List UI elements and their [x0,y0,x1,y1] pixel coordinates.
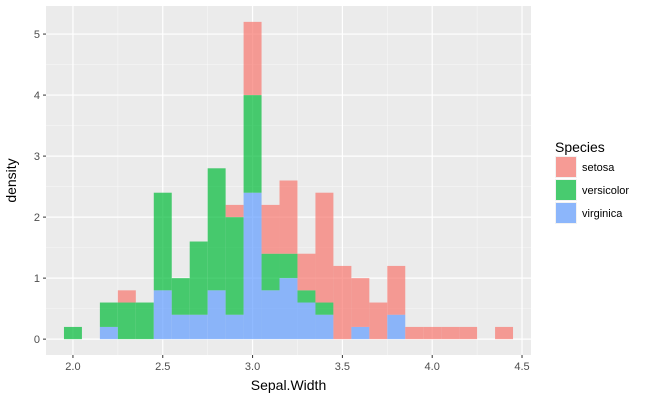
y-tick-label: 4 [34,90,40,102]
bar-versicolor [243,95,262,193]
bar-versicolor [261,253,280,291]
x-tick-label: 4.0 [425,361,440,373]
legend-label-virginica: virginica [582,208,623,220]
bar-versicolor [315,302,334,315]
y-tick-label: 2 [34,212,40,224]
bar-versicolor [135,302,154,340]
bar-versicolor [171,278,190,315]
bar-setosa [423,326,442,340]
bar-setosa [315,192,334,303]
bar-virginica [261,290,280,340]
y-axis-title: density [3,158,19,202]
histogram-bars [63,21,514,340]
x-tick-label: 3.5 [335,361,350,373]
bar-versicolor [225,217,244,315]
bar-virginica [171,314,190,340]
x-axis: 2.0 2.5 3.0 3.5 4.0 4.5 [65,355,530,373]
legend-key-virginica [556,203,576,223]
bar-versicolor [153,192,172,291]
bar-setosa [459,326,478,340]
bar-setosa [441,326,460,340]
y-axis: 0 1 2 3 4 5 [34,29,46,346]
bar-setosa [405,326,424,340]
bar-virginica [153,290,172,340]
x-tick-label: 3.0 [245,361,260,373]
bar-versicolor [207,168,226,291]
x-tick-label: 2.5 [155,361,170,373]
legend: Species setosa versicolor virginica [555,139,629,224]
bar-virginica [315,314,334,340]
y-tick-label: 1 [34,273,40,285]
major-gridlines [46,6,531,355]
bar-versicolor [117,302,136,340]
bar-versicolor [297,290,316,303]
bar-setosa [333,265,352,340]
bar-setosa [297,253,316,291]
bar-setosa [225,204,244,218]
legend-label-versicolor: versicolor [582,185,629,197]
bar-virginica [351,326,370,340]
bar-virginica [207,290,226,340]
bar-setosa [387,265,406,315]
bar-virginica [297,302,316,340]
bar-versicolor [189,241,208,315]
bar-setosa [369,302,388,340]
y-tick-label: 3 [34,151,40,163]
y-tick-label: 0 [34,334,40,346]
legend-key-setosa [556,157,576,177]
bar-setosa [243,21,262,96]
bar-virginica [189,314,208,340]
bar-setosa [261,204,280,254]
x-tick-label: 2.0 [65,361,80,373]
legend-key-versicolor [556,180,576,200]
x-axis-title: Sepal.Width [251,377,326,393]
bar-versicolor [99,302,118,327]
legend-title: Species [555,139,605,155]
bar-versicolor [279,253,298,279]
y-tick-label: 5 [34,29,40,41]
bar-virginica [387,314,406,340]
bar-versicolor [63,326,82,340]
bar-setosa [495,326,514,340]
x-tick-label: 4.5 [514,361,529,373]
legend-label-setosa: setosa [582,162,615,174]
bar-virginica [243,192,262,340]
bar-virginica [225,314,244,340]
bar-setosa [117,290,136,303]
bar-setosa [279,180,298,254]
bar-virginica [99,326,118,340]
bar-virginica [279,278,298,340]
bar-setosa [351,278,370,327]
